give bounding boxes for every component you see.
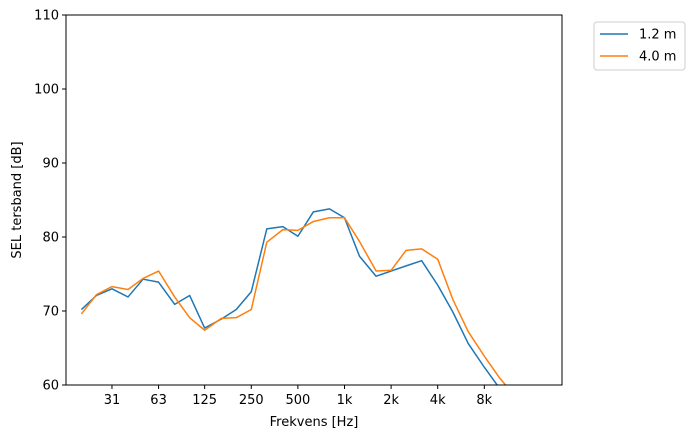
x-tick-label: 500 — [285, 393, 310, 408]
x-tick-label: 125 — [192, 393, 217, 408]
y-tick-label: 90 — [42, 157, 59, 172]
y-axis-label: SEL tersband [dB] — [10, 141, 25, 258]
y-tick-label: 60 — [42, 379, 59, 394]
x-tick-label: 31 — [104, 393, 121, 408]
y-tick-label: 100 — [34, 83, 59, 98]
series-line-2 — [80, 217, 507, 385]
x-tick-label: 8k — [476, 393, 492, 408]
x-tick-label: 1k — [337, 393, 353, 408]
x-axis-label: Frekvens [Hz] — [270, 415, 359, 430]
y-tick-label: 80 — [42, 231, 59, 246]
y-axis: 60 70 80 90 100 110 — [34, 9, 66, 394]
x-tick-label: 2k — [383, 393, 399, 408]
x-tick-label: 63 — [150, 393, 167, 408]
legend: 1.2 m 4.0 m — [593, 21, 686, 71]
legend-label-1: 1.2 m — [639, 28, 676, 43]
y-tick-label: 70 — [42, 305, 59, 320]
x-tick-label: 250 — [239, 393, 264, 408]
series-layer — [80, 208, 507, 385]
plot-frame — [65, 14, 563, 386]
x-tick-label: 4k — [430, 393, 446, 408]
x-axis: 31 63 125 250 500 1k 2k 4k 8k — [104, 385, 493, 408]
series-line-1 — [80, 208, 499, 385]
y-tick-label: 110 — [34, 9, 59, 24]
legend-label-2: 4.0 m — [639, 50, 676, 65]
